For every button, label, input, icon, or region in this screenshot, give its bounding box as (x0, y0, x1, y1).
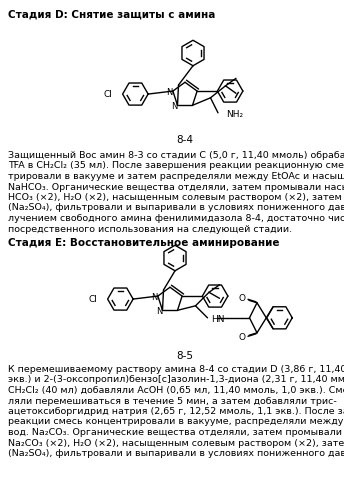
Text: ляли перемешиваться в течение 5 мин, а затем добавляли трис-: ляли перемешиваться в течение 5 мин, а з… (8, 397, 337, 406)
Text: Стадия E: Восстановительное аминирование: Стадия E: Восстановительное аминирование (8, 238, 279, 248)
Text: N: N (171, 102, 178, 111)
Text: вод. Na₂CO₃. Органические вещества отделяли, затем промывали 2 М вод.: вод. Na₂CO₃. Органические вещества отдел… (8, 428, 344, 437)
Text: CH₂Cl₂ (40 мл) добавляли AcOH (0,65 мл, 11,40 ммоль, 1,0 экв.). Смесь остав-: CH₂Cl₂ (40 мл) добавляли AcOH (0,65 мл, … (8, 386, 344, 395)
Text: Na₂CO₃ (×2), H₂O (×2), насыщенным солевым раствором (×2), затем сушили: Na₂CO₃ (×2), H₂O (×2), насыщенным солевы… (8, 439, 344, 448)
Text: N: N (156, 307, 163, 316)
Text: N: N (166, 87, 172, 97)
Text: ацетоксиборгидрид натрия (2,65 г, 12,52 ммоль, 1,1 экв.). После завершения: ацетоксиборгидрид натрия (2,65 г, 12,52 … (8, 407, 344, 416)
Text: (Na₂SO₄), фильтровали и выпаривали в условиях пониженного давления с по-: (Na₂SO₄), фильтровали и выпаривали в усл… (8, 204, 344, 213)
Text: Защищенный Вос амин 8-3 со стадии С (5,0 г, 11,40 ммоль) обрабатывали 15%: Защищенный Вос амин 8-3 со стадии С (5,0… (8, 151, 344, 160)
Text: O: O (238, 294, 246, 303)
Text: К перемешиваемому раствору амина 8-4 со стадии D (3,86 г, 11,40 ммоль, 1,0: К перемешиваемому раствору амина 8-4 со … (8, 365, 344, 374)
Text: реакции смесь концентрировали в вакууме, распределяли между EtOAc и 2 М: реакции смесь концентрировали в вакууме,… (8, 418, 344, 427)
Text: NaHCO₃. Органические вещества отделяли, затем промывали насыщ. вод. Na-: NaHCO₃. Органические вещества отделяли, … (8, 183, 344, 192)
Text: TFA в CH₂Cl₂ (35 мл). После завершения реакции реакционную смесь концен-: TFA в CH₂Cl₂ (35 мл). После завершения р… (8, 162, 344, 171)
Text: экв.) и 2-(3-оксопропил)бензо[с]азолин-1,3-диона (2,31 г, 11,40 ммоль, 1,0 экв.): экв.) и 2-(3-оксопропил)бензо[с]азолин-1… (8, 376, 344, 385)
Text: Cl: Cl (104, 89, 112, 99)
Text: O: O (238, 333, 246, 342)
Text: NH₂: NH₂ (226, 110, 243, 119)
Text: HN: HN (212, 315, 225, 324)
Text: трировали в вакууме и затем распределяли между EtOAc и насыщ. вод.: трировали в вакууме и затем распределяли… (8, 172, 344, 181)
Text: HCO₃ (×2), H₂O (×2), насыщенным солевым раствором (×2), затем сушили: HCO₃ (×2), H₂O (×2), насыщенным солевым … (8, 193, 344, 202)
Text: лучением свободного амина фенилимидазола 8-4, достаточно чистого для не-: лучением свободного амина фенилимидазола… (8, 214, 344, 223)
Text: (Na₂SO₄), фильтровали и выпаривали в условиях пониженного давления с по-: (Na₂SO₄), фильтровали и выпаривали в усл… (8, 449, 344, 458)
Text: посредственного использования на следующей стадии.: посредственного использования на следующ… (8, 225, 292, 234)
Text: 8-5: 8-5 (176, 351, 193, 361)
Text: Cl: Cl (89, 294, 98, 303)
Text: 8-4: 8-4 (176, 135, 193, 145)
Text: Стадия D: Снятие защиты с амина: Стадия D: Снятие защиты с амина (8, 9, 215, 19)
Text: N: N (151, 292, 157, 301)
